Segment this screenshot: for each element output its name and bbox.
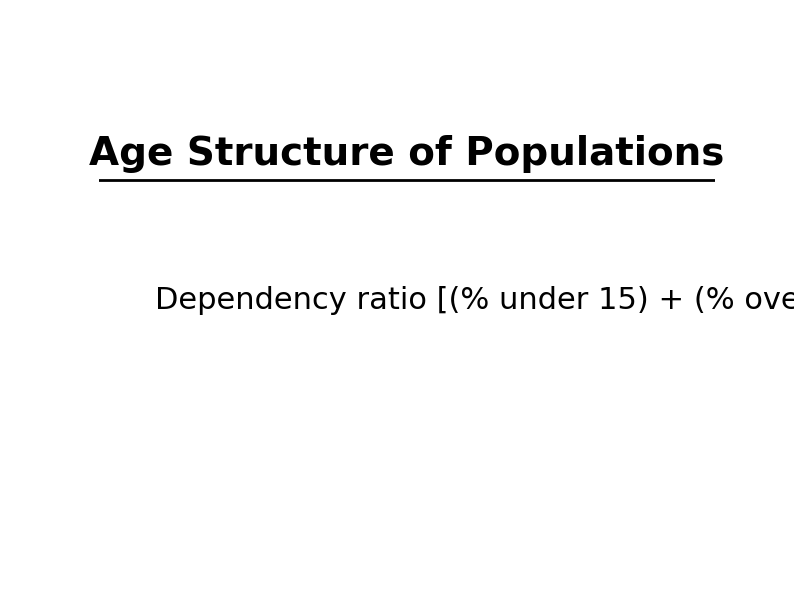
Text: Age Structure of Populations: Age Structure of Populations <box>89 135 725 173</box>
Text: Dependency ratio [(% under 15) + (% over 65)] / (% 15 to 64): Dependency ratio [(% under 15) + (% over… <box>155 286 794 315</box>
